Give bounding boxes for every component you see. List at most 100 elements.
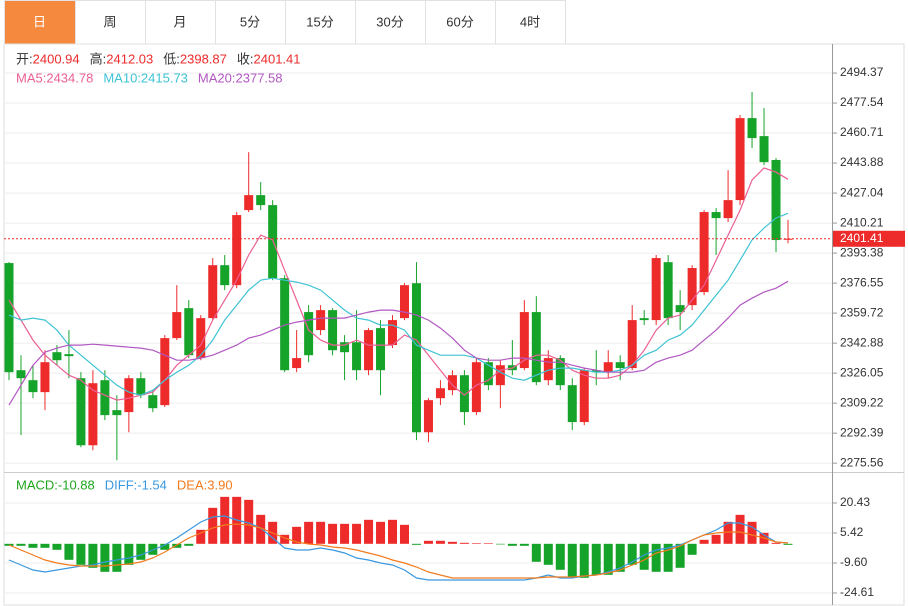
candle-body xyxy=(771,159,781,241)
legend-value: 2434.78 xyxy=(46,70,93,85)
y-tick-label: 2359.72 xyxy=(840,305,884,319)
macd-bar xyxy=(615,543,625,572)
candle-body xyxy=(555,358,565,386)
macd-bar xyxy=(352,523,362,544)
macd-bar xyxy=(771,542,781,544)
macd-bar xyxy=(471,543,481,544)
candle-body xyxy=(639,318,649,321)
candle-body xyxy=(711,212,721,219)
tab-label[interactable]: 5分 xyxy=(240,14,260,29)
candle-body xyxy=(519,312,529,369)
candle-body xyxy=(627,320,637,369)
macd-bar xyxy=(711,534,721,544)
macd-bar xyxy=(256,514,266,544)
tab[interactable] xyxy=(425,0,496,45)
macd-bar xyxy=(555,543,565,570)
y-tick-label: 2410.21 xyxy=(840,215,884,229)
candle-body xyxy=(747,118,757,139)
tab-label[interactable]: 60分 xyxy=(446,14,473,29)
macd-bar xyxy=(663,543,673,572)
tab[interactable] xyxy=(495,0,566,45)
legend-label: MA5: xyxy=(16,70,46,85)
candle-body xyxy=(112,410,122,416)
candle-body xyxy=(663,262,673,319)
ohlc-value: 2400.94 xyxy=(33,51,80,66)
legend-value: 2377.58 xyxy=(236,70,283,85)
last-price-label: 2401.41 xyxy=(840,231,884,245)
candle-body xyxy=(196,318,206,359)
macd-bar xyxy=(184,543,194,546)
candle-body xyxy=(376,328,386,371)
candle-body xyxy=(759,136,769,163)
tab-label[interactable]: 月 xyxy=(173,14,186,29)
candle-body xyxy=(364,330,374,371)
chart-frame xyxy=(3,43,905,606)
candle-body xyxy=(268,205,278,279)
legend-value: -1.54 xyxy=(137,477,167,492)
macd-bar xyxy=(591,543,601,575)
candle-body xyxy=(76,378,86,446)
macd-bar xyxy=(76,543,86,565)
candle-body xyxy=(531,312,541,383)
macd-bar xyxy=(40,543,50,548)
macd-bar xyxy=(399,524,409,544)
legend-label: MA10: xyxy=(103,70,141,85)
legend-label: MA20: xyxy=(198,70,236,85)
candle-body xyxy=(543,358,553,381)
ohlc-value: 2401.41 xyxy=(254,51,301,66)
candle-body xyxy=(423,400,433,433)
ma-line xyxy=(8,167,789,401)
y-tick-label: 2494.37 xyxy=(840,65,884,79)
macd-bar xyxy=(543,543,553,565)
tab[interactable] xyxy=(145,0,216,45)
macd-bar xyxy=(723,521,733,544)
candle-body xyxy=(687,268,697,306)
candle-body xyxy=(64,354,74,357)
ohlc-label: 收: xyxy=(237,51,254,66)
tab-label[interactable]: 4时 xyxy=(520,14,540,29)
candle-body xyxy=(256,195,266,206)
candle-body xyxy=(100,380,110,416)
macd-bar xyxy=(783,543,793,545)
tab[interactable] xyxy=(215,0,286,45)
macd-bar xyxy=(675,543,685,568)
macd-bar xyxy=(495,543,505,545)
tab[interactable] xyxy=(355,0,426,45)
tab[interactable] xyxy=(4,0,76,45)
candle-body xyxy=(447,375,457,391)
macd-bar xyxy=(328,523,338,544)
ohlc-value: 2398.87 xyxy=(180,51,227,66)
macd-bar xyxy=(519,543,529,546)
y-tick-label: 2275.56 xyxy=(840,455,884,469)
candle-body xyxy=(388,320,398,346)
legend-value: 3.90 xyxy=(207,477,232,492)
last-price-box xyxy=(833,230,905,247)
candle-body xyxy=(40,362,50,393)
ma-line xyxy=(8,280,789,406)
candle-body xyxy=(232,215,242,286)
macd-bar xyxy=(567,543,577,578)
y-tick-label: 2309.22 xyxy=(840,395,884,409)
tab[interactable] xyxy=(75,0,146,45)
macd-bar xyxy=(376,521,386,544)
candle-body xyxy=(699,212,709,293)
macd-bar xyxy=(423,540,433,544)
tab-label[interactable]: 周 xyxy=(103,14,116,29)
y-tick-label: 2477.54 xyxy=(840,95,884,109)
legend-label: DEA: xyxy=(177,477,207,492)
macd-bar xyxy=(411,543,421,545)
y-tick-label: 20.43 xyxy=(840,495,870,509)
candle-body xyxy=(435,388,445,399)
macd-bar xyxy=(16,543,26,546)
macd-bar xyxy=(64,543,74,560)
tab-label[interactable]: 15分 xyxy=(306,14,333,29)
tab-label[interactable]: 30分 xyxy=(376,14,403,29)
macd-bar xyxy=(340,523,350,544)
macd-bar xyxy=(244,499,254,544)
candle-body xyxy=(4,263,14,373)
tab-label[interactable]: 日 xyxy=(33,14,46,29)
macd-bar xyxy=(435,540,445,544)
candle-body xyxy=(160,338,170,406)
macd-bar xyxy=(172,543,182,548)
